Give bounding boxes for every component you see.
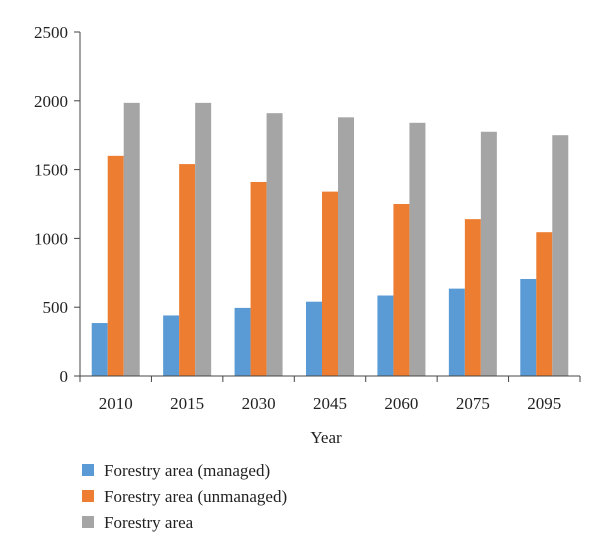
- legend-label-3: Forestry area: [104, 513, 194, 532]
- bar-2060-series-2: [393, 204, 410, 376]
- y-tick-label-2500: 2500: [34, 23, 68, 42]
- y-tick-label-1500: 1500: [34, 161, 68, 180]
- legend-swatch-2: [82, 490, 94, 502]
- bar-2095-series-1: [520, 278, 537, 376]
- bar-2015-series-1: [163, 315, 180, 376]
- bar-2060-series-3: [409, 122, 426, 376]
- x-tick-label-2060: 2060: [384, 394, 418, 413]
- bar-2010-series-1: [91, 323, 108, 376]
- legend-swatch-3: [82, 516, 94, 528]
- bar-2060-series-1: [377, 295, 394, 376]
- x-tick-label-2075: 2075: [456, 394, 490, 413]
- bar-2075-series-1: [448, 288, 465, 376]
- x-tick-label-2095: 2095: [527, 394, 561, 413]
- bar-2015-series-3: [195, 102, 212, 376]
- bar-2075-series-2: [464, 219, 481, 376]
- bar-2045-series-1: [306, 301, 322, 376]
- bar-2030-series-2: [250, 181, 267, 376]
- bar-2010-series-3: [123, 102, 140, 376]
- bar-2030-series-1: [234, 307, 251, 376]
- legend-label-2: Forestry area (unmanaged): [104, 487, 287, 506]
- axes-layer: 0 500 1000 1500 2000 2500 2010 2015 2030 2045 2060…: [34, 23, 581, 413]
- legend: Forestry area (managed) Forestry area (un…: [82, 461, 287, 532]
- x-tick-label-2015: 2015: [170, 394, 204, 413]
- x-axis-title: Year: [310, 428, 342, 447]
- bar-2095-series-2: [536, 232, 553, 376]
- bar-2075-series-3: [480, 131, 497, 376]
- bar-2015-series-2: [179, 164, 196, 376]
- bar-2045-series-2: [322, 191, 338, 376]
- bar-2095-series-3: [552, 135, 569, 376]
- legend-label-1: Forestry area (managed): [104, 461, 270, 480]
- bar-2010-series-2: [107, 155, 124, 376]
- legend-swatch-1: [82, 464, 94, 476]
- y-tick-label-500: 500: [43, 298, 69, 317]
- x-tick-label-2045: 2045: [313, 394, 347, 413]
- x-tick-label-2030: 2030: [242, 394, 276, 413]
- x-tick-label-2010: 2010: [99, 394, 133, 413]
- bars-layer: [91, 102, 569, 377]
- y-tick-label-1000: 1000: [34, 229, 68, 248]
- bar-2030-series-3: [266, 113, 283, 377]
- bar-2045-series-3: [338, 117, 354, 376]
- y-tick-label-0: 0: [60, 367, 69, 386]
- y-tick-label-2000: 2000: [34, 92, 68, 111]
